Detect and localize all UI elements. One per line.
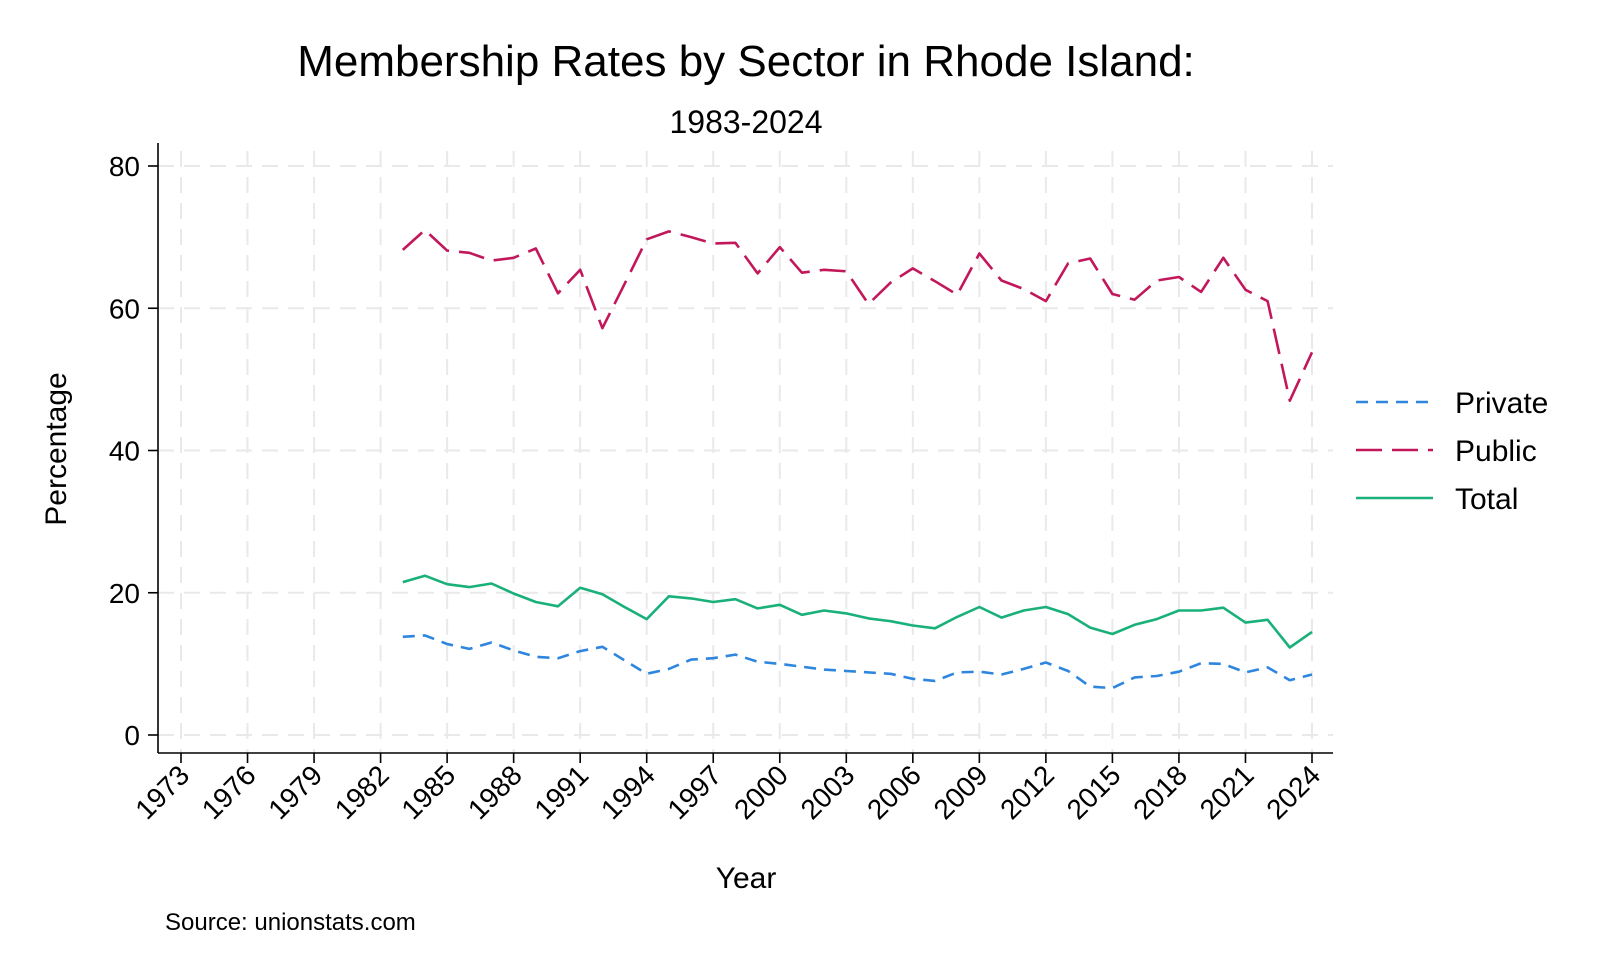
y-tick-label: 40 bbox=[109, 436, 140, 467]
legend-label-total: Total bbox=[1455, 483, 1518, 516]
x-tick-label: 1973 bbox=[129, 759, 195, 825]
x-tick-label: 2012 bbox=[994, 759, 1060, 825]
chart-title: Membership Rates by Sector in Rhode Isla… bbox=[297, 37, 1195, 86]
x-tick-label: 2015 bbox=[1061, 759, 1127, 825]
series-line-private bbox=[402, 634, 1313, 690]
y-tick-label: 0 bbox=[124, 720, 140, 751]
source-note: Source: unionstats.com bbox=[165, 909, 416, 936]
chart-subtitle: 1983-2024 bbox=[669, 104, 822, 140]
x-tick-label: 2021 bbox=[1194, 759, 1260, 825]
x-tick-label: 1979 bbox=[262, 759, 328, 825]
x-tick-label: 2018 bbox=[1127, 759, 1193, 825]
x-axis-title: Year bbox=[716, 862, 777, 895]
legend-label-public: Public bbox=[1455, 435, 1537, 468]
y-axis-title: Percentage bbox=[40, 372, 73, 525]
y-tick-label: 60 bbox=[109, 293, 140, 324]
x-tick-label: 2000 bbox=[728, 759, 794, 825]
legend-label-private: Private bbox=[1455, 387, 1548, 420]
x-tick-label: 1997 bbox=[662, 759, 728, 825]
grid-lines bbox=[158, 151, 1333, 753]
x-axis-ticks: 1973 1976 1979 1982 1985 1988 1991 1994 1997 2000… bbox=[129, 753, 1326, 825]
y-tick-label: 80 bbox=[109, 151, 140, 182]
x-tick-label: 2009 bbox=[928, 759, 994, 825]
x-tick-label: 1982 bbox=[329, 759, 395, 825]
x-tick-label: 2003 bbox=[795, 759, 861, 825]
axes bbox=[157, 143, 1333, 754]
series-line-public bbox=[401, 228, 1314, 403]
x-tick-label: 2006 bbox=[861, 759, 927, 825]
x-tick-label: 1994 bbox=[595, 759, 661, 825]
x-tick-label: 2024 bbox=[1260, 759, 1326, 825]
legend: Private Public Total bbox=[1356, 387, 1548, 516]
y-axis-ticks: 0 20 40 60 80 bbox=[109, 151, 158, 751]
x-tick-label: 1985 bbox=[395, 759, 461, 825]
x-tick-label: 1988 bbox=[462, 759, 528, 825]
x-tick-label: 1976 bbox=[196, 759, 262, 825]
y-tick-label: 20 bbox=[109, 578, 140, 609]
x-tick-label: 1991 bbox=[528, 759, 594, 825]
series-lines bbox=[401, 228, 1314, 690]
series-line-total bbox=[402, 574, 1313, 649]
